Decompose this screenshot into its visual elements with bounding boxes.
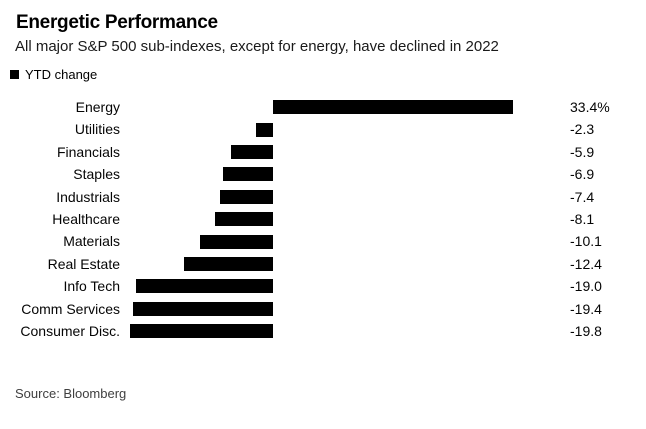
category-label-real-estate: Real Estate (47, 255, 120, 272)
source-note: Source: Bloomberg (15, 386, 127, 401)
chart-title: Energetic Performance (16, 12, 218, 33)
category-label-healthcare: Healthcare (52, 211, 120, 227)
value-label-energy: 33.4% (570, 99, 610, 115)
value-label-info-tech: -19.0 (570, 278, 602, 295)
category-label-industrials: Industrials (56, 188, 120, 205)
value-label-healthcare: -8.1 (570, 211, 595, 227)
legend-label: YTD change (25, 67, 98, 82)
bar-comm-services (133, 301, 273, 316)
category-label-info-tech: Info Tech (63, 278, 120, 295)
black-square-icon (10, 70, 19, 79)
category-label-staples: Staples (73, 166, 120, 183)
value-label-real-estate: -12.4 (570, 255, 602, 272)
category-label-financials: Financials (56, 143, 120, 160)
category-label-energy: Energy (75, 99, 120, 115)
bar-info-tech (136, 279, 273, 294)
category-label-comm-services: Comm Services (21, 300, 120, 317)
value-label-staples: -6.9 (570, 166, 595, 183)
bar-utilities (256, 122, 273, 137)
category-label-consumer-disc: Consumer Disc. (20, 323, 120, 339)
bar-real-estate (183, 257, 273, 271)
chart-subtitle: All major S&P 500 sub-indexes, except fo… (15, 38, 499, 55)
bar-chart: Energy 33.4% Utilities -2.3 Financials -5.9 St… (0, 96, 646, 344)
bar-consumer-disc (130, 324, 273, 339)
bar-staples (223, 167, 273, 182)
bar-financials (230, 145, 273, 159)
bar-healthcare (214, 212, 273, 227)
bar-industrials (219, 189, 273, 204)
value-label-financials: -5.9 (570, 143, 595, 160)
value-label-utilities: -2.3 (570, 121, 595, 138)
bar-energy (273, 100, 514, 115)
bar-materials (200, 234, 273, 249)
value-label-materials: -10.1 (570, 233, 602, 250)
category-label-materials: Materials (63, 233, 120, 250)
value-label-comm-services: -19.4 (570, 300, 602, 317)
legend: YTD change (10, 67, 97, 82)
value-label-consumer-disc: -19.8 (570, 323, 602, 339)
value-label-industrials: -7.4 (570, 188, 595, 205)
category-label-utilities: Utilities (74, 121, 120, 138)
